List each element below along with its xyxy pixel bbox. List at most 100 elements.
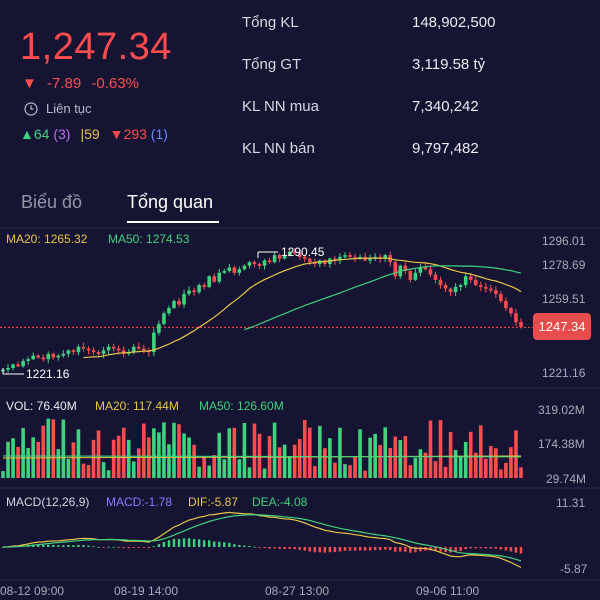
volume-bar [373,433,377,478]
candle-body [413,272,418,280]
macd-histogram-bar [82,545,85,547]
candle-body [252,262,257,264]
stat-foreign-buy-value: 7,340,242 [412,98,479,115]
macd-histogram-bar [419,547,422,552]
macd-histogram-bar [263,547,266,548]
candle-body [21,360,25,367]
macd-histogram-bar [368,547,372,551]
volume-bar [489,445,493,478]
macd-histogram-bar [77,544,80,547]
macd-histogram-bar [137,547,140,548]
volume-bar [202,457,206,478]
macd-histogram-bar [303,547,306,551]
volume-bar [468,431,473,478]
volume-bar [358,429,362,478]
macd-histogram-bar [449,547,452,553]
macd-histogram-bar [504,547,508,551]
macd-histogram-bar [197,539,201,547]
volume-bar [86,465,91,478]
volume-bar [338,427,342,478]
volume-bar [478,425,483,478]
candle-body [504,300,508,309]
candle-body [91,350,96,353]
volume-bar [76,429,81,478]
volume-bar [157,432,161,478]
macd-histogram-bar [248,545,251,547]
candle-body [177,300,181,305]
candle-body [172,300,176,309]
stat-total-volume-value: 148,902,500 [412,14,496,31]
macd-histogram-bar [494,547,498,549]
candle-body [277,255,282,259]
candle-body [473,279,478,286]
macd-histogram-bar [283,547,286,549]
candle-body [116,348,121,351]
volume-bar [483,458,488,478]
candle-body [463,276,468,286]
volume-bar [237,459,242,478]
candle-body [448,288,453,293]
volume-bar [333,462,337,478]
change-percent: -0.63% [91,75,139,92]
candle-body [353,256,357,259]
candle-body [187,290,191,294]
volume-ma20-label: MA20: 117.44M [95,399,179,413]
candle-body [297,253,302,257]
macd-value-label: MACD:-1.78 [106,495,173,509]
macd-histogram-bar [167,540,171,547]
volume-bar [36,441,41,478]
volume-bar [126,439,131,478]
macd-histogram-bar [152,546,156,548]
tab-chart[interactable]: Biểu đồ [21,192,83,212]
macd-histogram-bar [469,547,472,549]
macd-histogram-bar [268,547,271,549]
candle-body [237,269,242,273]
volume-bar [167,444,171,478]
candle-body [16,364,20,367]
candle-body [162,313,166,324]
stat-foreign-sell-value: 9,797,482 [412,140,479,157]
volume-axis-tick: 319.02M [538,403,585,417]
volume-bar [272,422,277,478]
macd-histogram-bar [258,547,261,548]
candle-body [468,276,473,280]
candle-body [36,355,41,358]
candle-body [212,276,217,282]
volume-bar [106,470,111,478]
candle-body [302,256,307,259]
volume-bar [353,456,357,478]
macd-histogram-bar [278,547,281,549]
candle-body [483,286,488,289]
candle-body [31,355,35,360]
macd-histogram-bar [298,547,301,550]
candle-body [458,285,463,287]
volume-bar [519,467,523,478]
volume-bar [282,444,287,478]
macd-histogram-bar [404,547,407,552]
candle-body [433,274,438,280]
last-price-badge: 1247.34 [533,313,591,340]
time-axis-label: 09-06 11:00 [416,584,480,598]
candle-body [519,322,523,327]
volume-bar [363,470,367,478]
candle-body [514,313,518,323]
tab-overview[interactable]: Tổng quan [127,192,214,212]
decliners: ▼293 (1) [109,126,168,142]
macd-histogram-bar [172,538,176,547]
macd-histogram-bar [192,539,196,547]
volume-bar [348,465,352,478]
candle-body [333,258,337,261]
macd-histogram-bar [313,547,317,553]
candle-body [489,288,493,291]
active-tab-indicator [127,221,219,223]
market-breadth: ▲64 (3) |59 ▼293 (1) [20,126,168,142]
macd-histogram-bar [228,542,231,547]
change-value: -7.89 [47,75,82,92]
volume-bar [116,435,121,478]
candle-body [423,267,428,270]
macd-histogram-bar [273,547,276,549]
volume-bar [242,422,247,478]
macd-histogram-bar [509,547,513,552]
volume-ma50-label: MA50: 126.60M [199,399,284,413]
